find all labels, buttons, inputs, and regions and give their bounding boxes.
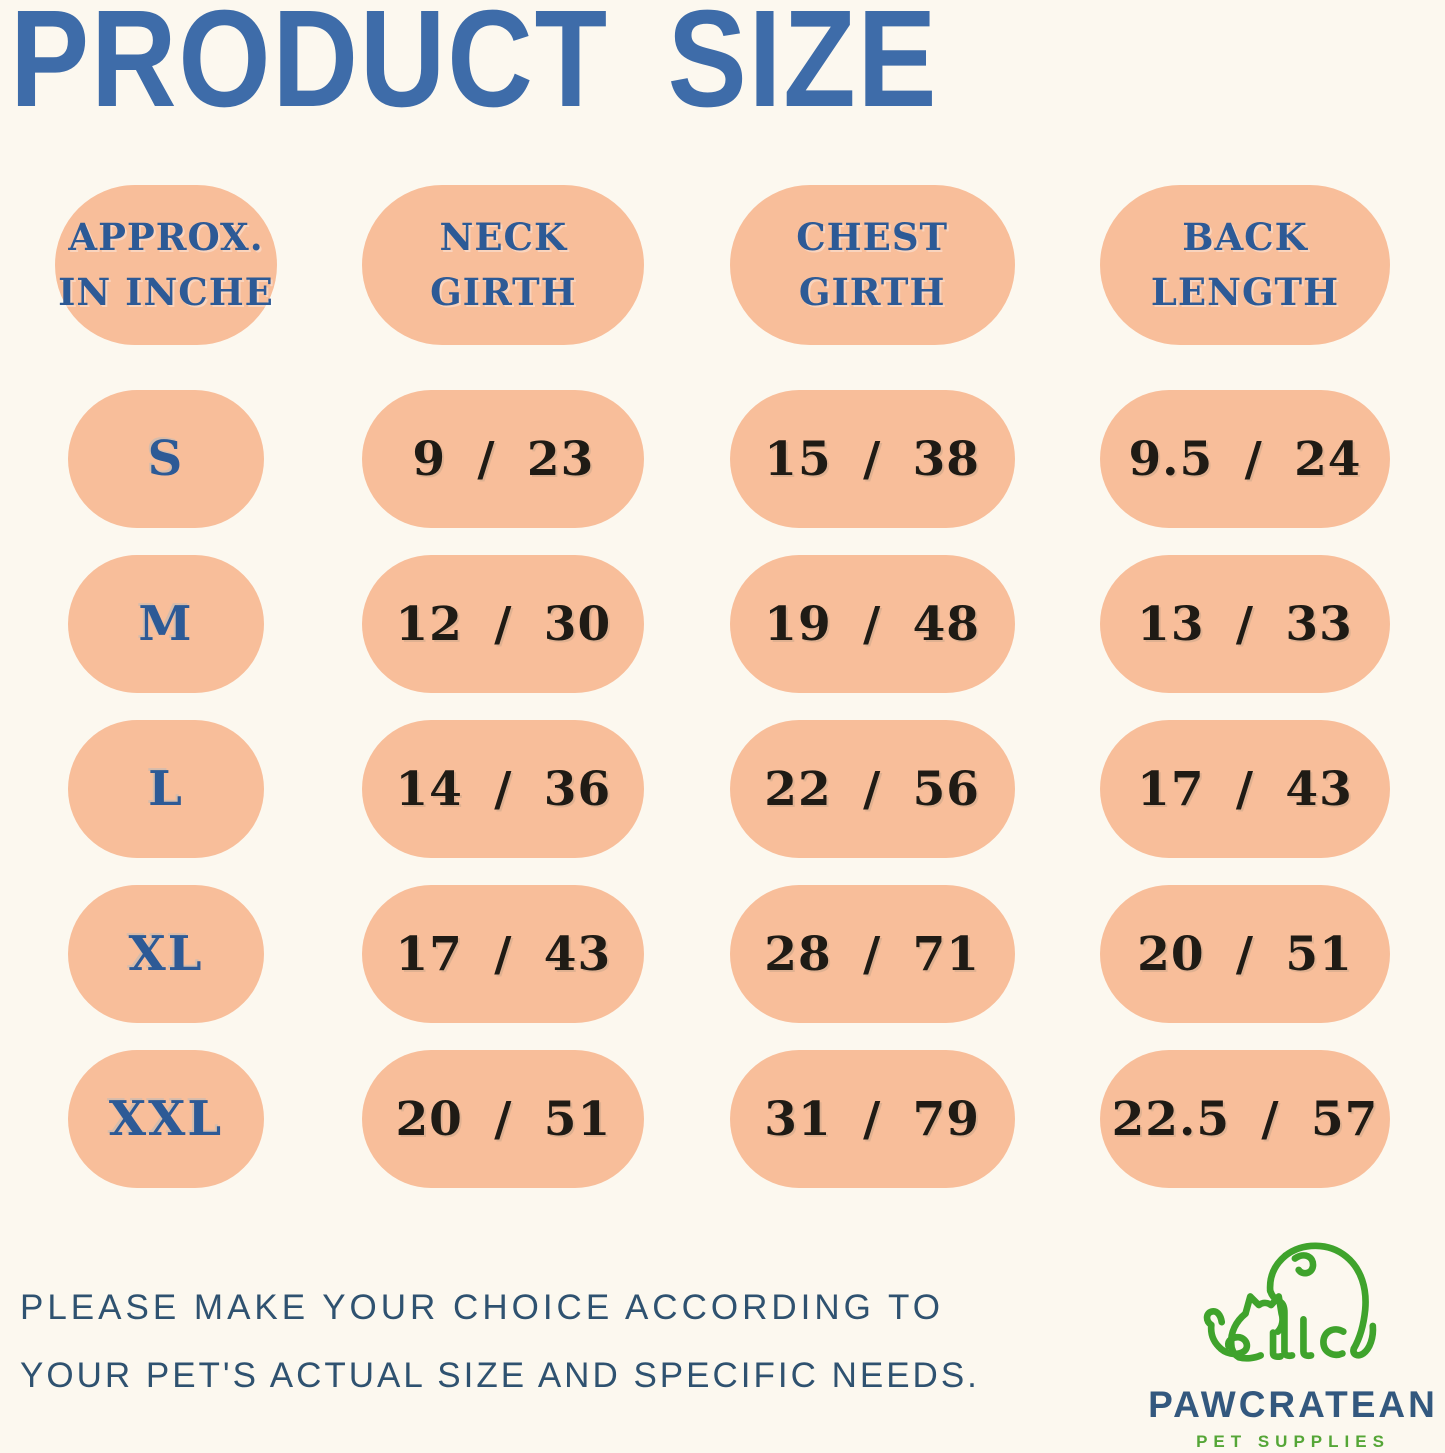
dog-cat-logo-icon [1203, 1242, 1377, 1362]
neck-girth-value: 12 / 30 [395, 596, 612, 652]
header-line: IN INCHE [58, 270, 274, 314]
neck-girth-value: 20 / 51 [395, 1091, 612, 1147]
back-length-value: 9.5 / 24 [1128, 431, 1362, 487]
size-label-pill-l: L [68, 720, 264, 858]
header-line: LENGTH [1150, 270, 1340, 314]
header-pill-chest-girth: CHEST GIRTH [729, 185, 1015, 345]
header-pill-back-length: BACK LENGTH [1099, 185, 1390, 345]
back-length-pill-m: 13 / 33 [1099, 555, 1390, 693]
neck-girth-pill-m: 12 / 30 [362, 555, 645, 693]
chest-girth-pill-xxl: 31 / 79 [729, 1050, 1015, 1188]
footer-note-line-2: YOUR PET'S ACTUAL SIZE AND SPECIFIC NEED… [20, 1356, 980, 1395]
size-label: S [147, 431, 185, 487]
back-length-value: 13 / 33 [1137, 596, 1353, 652]
size-label: L [148, 761, 184, 817]
chest-girth-value: 22 / 56 [764, 761, 980, 817]
chest-girth-pill-xl: 28 / 71 [729, 885, 1015, 1023]
header-line: GIRTH [798, 270, 946, 314]
back-length-pill-xl: 20 / 51 [1099, 885, 1390, 1023]
size-label: XL [128, 926, 204, 982]
size-label-pill-m: M [68, 555, 264, 693]
chest-girth-value: 19 / 48 [764, 596, 980, 652]
back-length-value: 17 / 43 [1137, 761, 1353, 817]
chest-girth-pill-l: 22 / 56 [729, 720, 1015, 858]
header-line: NECK [439, 214, 568, 259]
size-label-pill-xl: XL [68, 885, 264, 1023]
chest-girth-value: 31 / 79 [764, 1091, 980, 1147]
neck-girth-pill-xl: 17 / 43 [362, 885, 645, 1023]
size-label: M [138, 596, 194, 652]
chest-girth-pill-s: 15 / 38 [729, 390, 1015, 528]
neck-girth-pill-xxl: 20 / 51 [362, 1050, 645, 1188]
footer-note-line-1: PLEASE MAKE YOUR CHOICE ACCORDING TO [20, 1288, 944, 1327]
neck-girth-value: 17 / 43 [395, 926, 612, 982]
back-length-pill-l: 17 / 43 [1099, 720, 1390, 858]
page-title: PRODUCT SIZE [10, 0, 939, 136]
back-length-pill-s: 9.5 / 24 [1099, 390, 1390, 528]
neck-girth-value: 9 / 23 [412, 431, 595, 487]
chest-girth-value: 15 / 38 [764, 431, 980, 487]
size-label: XXL [108, 1091, 224, 1147]
size-table-body: S 9 / 23 15 / 38 9.5 / 24 M 12 / 30 19 /… [55, 390, 1390, 1188]
back-length-pill-xxl: 22.5 / 57 [1099, 1050, 1390, 1188]
header-line: BACK [1182, 214, 1308, 259]
header-pill-approx-in-inche: APPROX. IN INCHE [55, 185, 277, 345]
size-label-pill-s: S [68, 390, 264, 528]
header-line: CHEST [796, 214, 949, 259]
header-line: APPROX. [68, 214, 264, 259]
chest-girth-pill-m: 19 / 48 [729, 555, 1015, 693]
neck-girth-pill-s: 9 / 23 [362, 390, 645, 528]
header-line: GIRTH [430, 270, 577, 314]
brand-logo: PAWCRATEAN PET SUPPLIES [1142, 1230, 1444, 1452]
back-length-value: 22.5 / 57 [1111, 1091, 1379, 1147]
chest-girth-value: 28 / 71 [764, 926, 980, 982]
header-pill-neck-girth: NECK GIRTH [362, 185, 645, 345]
neck-girth-pill-l: 14 / 36 [362, 720, 645, 858]
neck-girth-value: 14 / 36 [395, 761, 612, 817]
brand-tagline: PET SUPPLIES [1196, 1432, 1390, 1451]
size-label-pill-xxl: XXL [68, 1050, 264, 1188]
size-table-header-row: APPROX. IN INCHE NECK GIRTH CHEST GIRTH … [55, 185, 1390, 345]
brand-name: PAWCRATEAN [1148, 1384, 1438, 1425]
back-length-value: 20 / 51 [1137, 926, 1353, 982]
